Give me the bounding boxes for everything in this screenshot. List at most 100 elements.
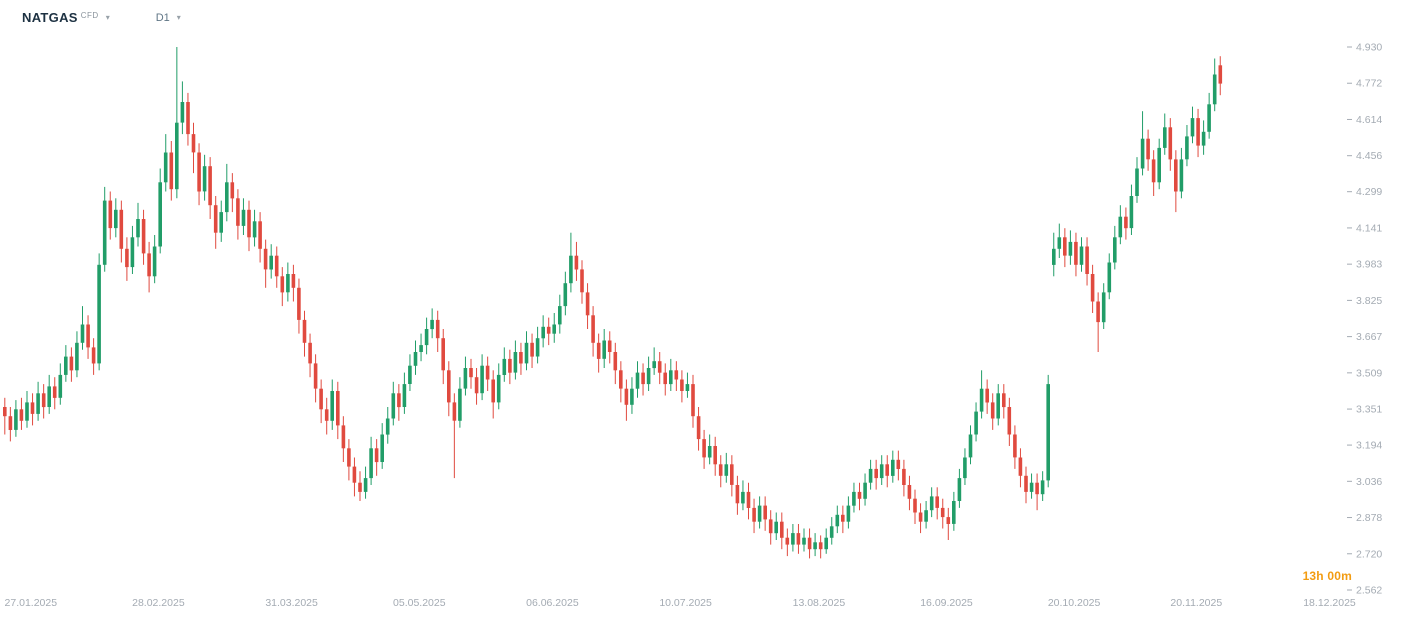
- candle: [907, 475, 912, 511]
- candle: [1024, 466, 1028, 504]
- candle: [1174, 150, 1178, 213]
- candle: [430, 308, 434, 339]
- time-axis-label: 31.03.2025: [265, 597, 318, 609]
- candle: [152, 235, 157, 284]
- candle: [36, 381, 40, 421]
- timeframe-selector[interactable]: D1 ▾: [156, 12, 181, 24]
- candle: [574, 241, 579, 281]
- candle: [197, 143, 201, 206]
- candle: [64, 345, 68, 382]
- candle: [630, 377, 634, 414]
- candle: [913, 489, 917, 524]
- candle: [952, 491, 956, 531]
- candle: [280, 267, 285, 307]
- price-axis-label: 3.825: [1356, 295, 1382, 307]
- candle: [990, 393, 995, 430]
- candle: [607, 331, 612, 364]
- candle: [513, 340, 518, 380]
- candle: [963, 448, 967, 485]
- candle: [935, 487, 939, 520]
- candle: [946, 507, 951, 540]
- candle: [558, 294, 562, 334]
- candle: [274, 246, 279, 288]
- candle: [469, 358, 473, 389]
- candle: [1090, 264, 1095, 313]
- candle-countdown: 13h 00m: [1302, 569, 1352, 583]
- candle: [413, 340, 418, 375]
- candle: [857, 482, 862, 511]
- time-axis-label: 06.06.2025: [526, 597, 579, 609]
- price-axis-label: 3.194: [1356, 440, 1382, 452]
- candle: [180, 81, 185, 135]
- candle: [846, 496, 851, 529]
- candle: [147, 241, 151, 293]
- candle: [718, 455, 723, 488]
- time-axis-label: 05.05.2025: [393, 597, 446, 609]
- candle: [1151, 150, 1156, 196]
- candle: [136, 202, 140, 247]
- candle: [829, 517, 834, 545]
- candle: [397, 384, 401, 421]
- candle: [1118, 205, 1123, 245]
- time-axis[interactable]: 27.01.2025 28.02.2025 31.03.2025 05.05.2025…: [5, 597, 1356, 609]
- candle: [247, 200, 251, 252]
- chart-header: NATGAS CFD ▾ D1 ▾: [22, 10, 181, 25]
- candle: [419, 333, 423, 362]
- candle: [691, 374, 695, 428]
- candle: [852, 482, 856, 513]
- candle: [175, 47, 179, 199]
- candle: [358, 471, 362, 501]
- candle: [1035, 473, 1039, 511]
- candle: [624, 379, 629, 421]
- candle: [496, 363, 501, 410]
- price-axis[interactable]: 4.930 4.772 4.614 4.456 4.299 4.141 3.983 3.825…: [1347, 42, 1382, 597]
- candle: [158, 168, 162, 254]
- candle: [225, 163, 229, 222]
- candle: [191, 122, 196, 174]
- candle: [508, 349, 512, 385]
- candle: [208, 157, 212, 219]
- candle: [1057, 223, 1062, 258]
- candle: [480, 354, 484, 401]
- candle: [685, 372, 690, 398]
- candle: [1079, 237, 1084, 272]
- candle: [441, 329, 445, 385]
- candle: [657, 352, 662, 385]
- candle: [541, 315, 545, 348]
- candle: [585, 283, 590, 329]
- candle: [91, 338, 96, 375]
- candle: [519, 342, 523, 375]
- instrument-type-label: CFD: [80, 11, 99, 20]
- price-axis-label: 3.351: [1356, 404, 1382, 416]
- time-axis-label: 10.07.2025: [659, 597, 712, 609]
- candle: [918, 503, 923, 534]
- time-axis-label: 20.11.2025: [1170, 597, 1222, 609]
- candle: [391, 381, 396, 426]
- candle: [1201, 120, 1206, 155]
- candle: [125, 237, 129, 281]
- candle: [619, 361, 623, 403]
- candle: [308, 333, 312, 378]
- candle: [502, 347, 507, 382]
- candle: [813, 533, 817, 557]
- candle: [1135, 157, 1139, 203]
- candle: [818, 535, 823, 559]
- candle: [1013, 425, 1017, 469]
- candle: [241, 198, 246, 235]
- price-axis-label: 2.720: [1356, 548, 1382, 560]
- candle: [1018, 448, 1023, 488]
- candle: [746, 482, 751, 520]
- candle: [1168, 118, 1173, 171]
- candle: [108, 191, 113, 240]
- candle: [1146, 129, 1150, 171]
- candle: [680, 370, 684, 403]
- candle: [730, 455, 734, 497]
- candle: [580, 260, 584, 304]
- price-axis-label: 4.456: [1356, 150, 1382, 162]
- instrument-selector[interactable]: NATGAS CFD ▾: [22, 10, 110, 25]
- candle: [8, 407, 13, 442]
- candle: [102, 186, 107, 272]
- candle: [841, 505, 845, 534]
